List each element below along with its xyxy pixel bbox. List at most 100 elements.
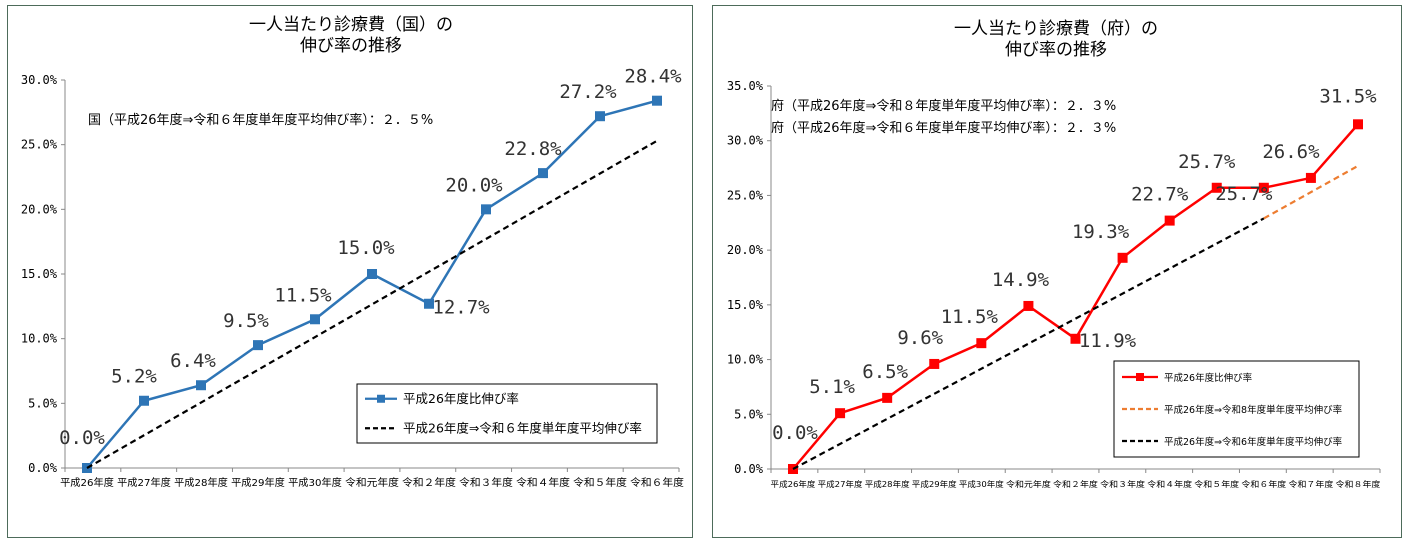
x-tick-label: 平成29年度 bbox=[912, 479, 957, 489]
data-label: 25.7% bbox=[1215, 183, 1273, 205]
y-tick-label: 5.0% bbox=[28, 396, 58, 410]
data-point-marker bbox=[1353, 119, 1363, 130]
x-tick-label: 令和８年度 bbox=[1336, 479, 1381, 489]
data-label: 9.5% bbox=[223, 310, 269, 332]
y-tick-label: 20.0% bbox=[727, 243, 764, 257]
data-point-marker bbox=[929, 358, 940, 369]
data-label: 12.7% bbox=[432, 297, 490, 319]
data-point-marker bbox=[976, 338, 987, 349]
data-point-marker bbox=[1211, 182, 1222, 193]
trend-line bbox=[1263, 164, 1359, 220]
data-label: 14.9% bbox=[992, 269, 1050, 291]
data-label: 5.2% bbox=[111, 366, 157, 388]
legend-label: 平成26年度⇒令和6年度単年度平均伸び率 bbox=[1164, 436, 1343, 448]
y-tick-label: 25.0% bbox=[21, 138, 58, 152]
data-point-marker bbox=[1070, 333, 1081, 344]
x-tick-label: 平成30年度 bbox=[959, 479, 1004, 489]
growth-rate-note: 国（平成26年度⇒令和６年度単年度平均伸び率）：２．５% bbox=[88, 112, 433, 128]
data-label: 20.0% bbox=[445, 174, 503, 196]
x-tick-label: 平成26年度 bbox=[60, 476, 114, 489]
data-point-marker bbox=[310, 314, 320, 325]
data-label: 11.9% bbox=[1079, 330, 1137, 352]
y-tick-label: 25.0% bbox=[727, 188, 764, 202]
chart-title-line: 一人当たり診療費（国）の bbox=[249, 15, 453, 35]
y-tick-label: 20.0% bbox=[21, 202, 58, 216]
data-point-marker bbox=[367, 269, 377, 279]
data-point-marker bbox=[1258, 182, 1269, 193]
x-tick-label: 令和元年度 bbox=[1006, 479, 1051, 489]
data-point-marker bbox=[652, 95, 662, 106]
x-tick-label: 令和２年度 bbox=[1053, 479, 1098, 489]
chart-panel-national: 一人当たり診療費（国）の 伸び率の推移 0.0% 5.0% 10.0% 15.0% 20.0… bbox=[7, 5, 693, 538]
data-point-marker bbox=[1164, 215, 1175, 226]
data-label: 25.7% bbox=[1178, 151, 1236, 173]
trend-line bbox=[792, 217, 1265, 470]
data-point-marker bbox=[424, 298, 434, 309]
data-label: 6.4% bbox=[170, 350, 216, 372]
legend-label: 平成26年度⇒令和６年度単年度平均伸び率 bbox=[403, 420, 642, 435]
data-label: 26.6% bbox=[1262, 141, 1320, 163]
x-tick-label: 令和６年度 bbox=[630, 476, 684, 489]
chart-title-line: 伸び率の推移 bbox=[1005, 40, 1107, 60]
x-tick-label: 平成29年度 bbox=[231, 476, 285, 489]
data-point-marker bbox=[595, 111, 605, 122]
y-tick-label: 30.0% bbox=[21, 73, 58, 87]
data-label: 6.5% bbox=[862, 361, 908, 383]
data-point-marker bbox=[196, 380, 206, 391]
x-tick-label: 令和７年度 bbox=[1288, 479, 1333, 489]
x-tick-label: 令和５年度 bbox=[573, 476, 627, 489]
x-tick-label: 平成28年度 bbox=[865, 479, 910, 489]
x-tick-label: 令和２年度 bbox=[402, 476, 456, 489]
data-label: 22.8% bbox=[504, 138, 562, 160]
y-tick-label: 0.0% bbox=[734, 462, 764, 476]
data-point-marker bbox=[538, 168, 548, 179]
y-tick-label: 10.0% bbox=[21, 332, 58, 346]
data-label: 22.7% bbox=[1131, 184, 1189, 206]
data-label: 27.2% bbox=[559, 81, 617, 103]
data-point-marker bbox=[1117, 252, 1128, 263]
chart-title-line: 一人当たり診療費（府）の bbox=[954, 19, 1158, 39]
data-point-marker bbox=[253, 340, 263, 351]
legend-box bbox=[356, 383, 658, 444]
data-point-marker bbox=[1305, 172, 1316, 183]
data-label: 5.1% bbox=[809, 376, 855, 398]
data-label: 28.4% bbox=[624, 66, 682, 88]
chart-title-line: 伸び率の推移 bbox=[300, 36, 402, 56]
data-label: 15.0% bbox=[337, 237, 395, 259]
legend-label: 平成26年度比伸び率 bbox=[403, 391, 519, 406]
x-tick-label: 令和４年度 bbox=[516, 476, 570, 489]
x-tick-label: 令和６年度 bbox=[1241, 479, 1286, 489]
data-label: 0.0% bbox=[59, 427, 105, 449]
data-point-marker bbox=[1023, 300, 1034, 311]
growth-rate-note: 府（平成26年度⇒令和８年度単年度平均伸び率）：２．３% bbox=[771, 98, 1116, 114]
y-tick-label: 0.0% bbox=[28, 461, 58, 475]
x-tick-label: 令和５年度 bbox=[1194, 479, 1239, 489]
data-label: 11.5% bbox=[274, 284, 332, 306]
data-label: 31.5% bbox=[1319, 85, 1377, 107]
y-tick-label: 35.0% bbox=[727, 79, 764, 93]
growth-rate-note: 府（平成26年度⇒令和６年度単年度平均伸び率）：２．３% bbox=[771, 120, 1116, 136]
legend-swatch-marker bbox=[377, 394, 385, 403]
y-tick-label: 10.0% bbox=[727, 353, 764, 367]
data-label: 19.3% bbox=[1072, 221, 1130, 243]
x-tick-label: 平成28年度 bbox=[174, 476, 228, 489]
x-tick-label: 平成30年度 bbox=[288, 476, 342, 489]
data-point-marker bbox=[139, 395, 149, 406]
x-tick-label: 令和３年度 bbox=[1100, 479, 1145, 489]
y-tick-label: 15.0% bbox=[21, 267, 58, 281]
legend-label: 平成26年度比伸び率 bbox=[1164, 372, 1253, 384]
data-label: 9.6% bbox=[897, 327, 943, 349]
x-tick-label: 令和３年度 bbox=[459, 476, 513, 489]
y-tick-label: 15.0% bbox=[727, 298, 764, 312]
x-tick-label: 平成27年度 bbox=[818, 479, 863, 489]
legend-swatch-marker bbox=[1136, 373, 1144, 381]
legend-label: 平成26年度⇒令和8年度単年度平均伸び率 bbox=[1164, 404, 1343, 416]
y-tick-label: 5.0% bbox=[734, 407, 764, 421]
data-point-marker bbox=[882, 392, 893, 403]
data-point-marker bbox=[835, 408, 846, 419]
data-label: 0.0% bbox=[772, 422, 818, 444]
x-tick-label: 平成26年度 bbox=[771, 479, 816, 489]
x-tick-label: 令和４年度 bbox=[1147, 479, 1192, 489]
